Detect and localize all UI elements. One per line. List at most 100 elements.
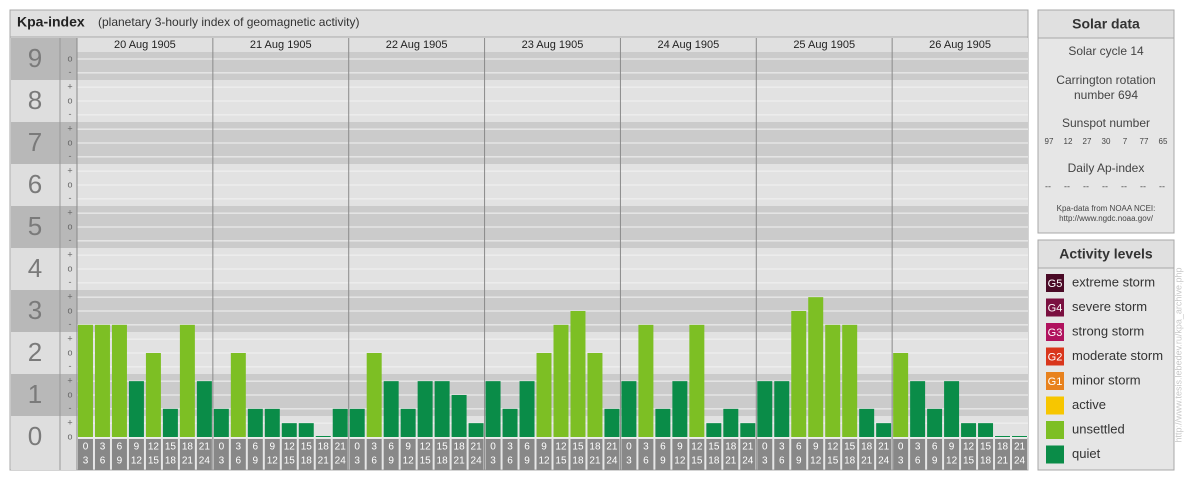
bar bbox=[111, 324, 127, 437]
hour-label: 21 bbox=[742, 442, 754, 453]
hour-label: 9 bbox=[677, 442, 683, 453]
legend-label: active bbox=[1072, 397, 1106, 412]
hour-label: 21 bbox=[1014, 442, 1026, 453]
hour-box bbox=[230, 439, 246, 470]
legend-label: moderate storm bbox=[1072, 348, 1163, 363]
hour-label: 9 bbox=[388, 456, 394, 467]
date-label: 20 Aug 1905 bbox=[114, 39, 176, 51]
hour-box bbox=[247, 439, 263, 470]
hour-label: 15 bbox=[572, 442, 584, 453]
hour-box bbox=[162, 439, 178, 470]
bar bbox=[400, 408, 416, 437]
hour-label: 18 bbox=[708, 456, 720, 467]
bar bbox=[740, 423, 756, 437]
hour-label: 15 bbox=[301, 442, 313, 453]
hour-label: 18 bbox=[725, 442, 737, 453]
date-header bbox=[892, 38, 1028, 52]
bar bbox=[417, 381, 433, 437]
minor-tick-label: - bbox=[69, 235, 72, 245]
hour-label: 18 bbox=[437, 456, 449, 467]
hour-label: 18 bbox=[318, 442, 330, 453]
y-label-band bbox=[11, 38, 77, 80]
hour-label: 21 bbox=[182, 456, 194, 467]
y-label-band bbox=[11, 122, 77, 164]
minor-tick-label: o bbox=[67, 389, 72, 399]
hour-box bbox=[78, 439, 93, 470]
bar bbox=[842, 324, 858, 437]
sunspot-number: 97 bbox=[1045, 137, 1054, 146]
hour-label: 12 bbox=[420, 442, 432, 453]
hour-label: 15 bbox=[284, 456, 296, 467]
y-label-band bbox=[11, 332, 77, 374]
bar bbox=[910, 381, 926, 437]
hour-box bbox=[298, 439, 314, 470]
bar bbox=[315, 436, 331, 437]
bar bbox=[791, 311, 807, 437]
hour-label: 6 bbox=[643, 456, 649, 467]
legend-badge: G2 bbox=[1048, 351, 1063, 363]
bar bbox=[825, 324, 841, 437]
chart-title: Kpa-index bbox=[17, 14, 85, 30]
hour-label: 21 bbox=[606, 442, 618, 453]
hour-label: 0 bbox=[898, 442, 904, 453]
legend-swatch bbox=[1046, 372, 1064, 390]
minor-tick-label: + bbox=[67, 376, 72, 386]
ap-value: -- bbox=[1159, 181, 1165, 191]
minor-tick-label: - bbox=[69, 193, 72, 203]
hour-label: 0 bbox=[490, 442, 496, 453]
hour-label: 15 bbox=[691, 456, 703, 467]
date-label: 22 Aug 1905 bbox=[386, 39, 448, 51]
hour-box bbox=[723, 439, 739, 470]
hour-label: 21 bbox=[318, 456, 330, 467]
hour-label: 6 bbox=[932, 442, 938, 453]
bar bbox=[604, 408, 620, 437]
minor-tick-label: + bbox=[67, 82, 72, 92]
minor-tick-label: - bbox=[69, 319, 72, 329]
hour-label: 12 bbox=[538, 456, 550, 467]
y-label-band bbox=[11, 290, 77, 332]
y-label-band bbox=[11, 164, 77, 206]
hour-box bbox=[978, 439, 994, 470]
solar-header bbox=[1037, 9, 1175, 39]
bar bbox=[774, 381, 790, 437]
hour-box bbox=[128, 439, 144, 470]
bar bbox=[587, 353, 603, 437]
legend-swatch bbox=[1046, 445, 1064, 464]
hour-label: 18 bbox=[861, 442, 873, 453]
bar bbox=[553, 324, 569, 437]
hour-box bbox=[434, 439, 450, 470]
hour-box bbox=[910, 439, 926, 470]
hour-label: 24 bbox=[742, 456, 754, 467]
hour-label: 18 bbox=[572, 456, 584, 467]
hour-label: 12 bbox=[284, 442, 296, 453]
ap-value: -- bbox=[1140, 181, 1146, 191]
hour-label: 18 bbox=[182, 442, 194, 453]
hour-box bbox=[349, 439, 365, 470]
hour-box bbox=[383, 439, 399, 470]
bar bbox=[519, 381, 535, 437]
hour-box bbox=[281, 439, 297, 470]
date-label: 25 Aug 1905 bbox=[793, 39, 855, 51]
minor-tick-label: - bbox=[69, 277, 72, 287]
solar-title: Solar data bbox=[1072, 16, 1140, 32]
y-tick-label: 3 bbox=[28, 295, 42, 325]
legend-swatch bbox=[1046, 421, 1064, 439]
source: http://www.ngdc.noaa.gov/ bbox=[1059, 214, 1154, 223]
hour-label: 24 bbox=[471, 456, 483, 467]
hour-label: 6 bbox=[507, 456, 513, 467]
minor-tick-label: + bbox=[67, 292, 72, 302]
sunspot-number: 77 bbox=[1140, 137, 1149, 146]
minor-tick-label: + bbox=[67, 124, 72, 134]
minor-tick-label: - bbox=[69, 403, 72, 413]
watermark: http://www.tesis.lebedev.ru/kpa_archive.… bbox=[1173, 268, 1183, 443]
legend-swatch bbox=[1046, 274, 1064, 292]
date-header bbox=[212, 38, 349, 52]
hour-label: 21 bbox=[861, 456, 873, 467]
minor-tick-label: + bbox=[67, 418, 72, 428]
hour-box bbox=[400, 439, 416, 470]
hour-box bbox=[315, 439, 331, 470]
sunspot-title: Sunspot number bbox=[1062, 116, 1150, 130]
hour-label: 12 bbox=[148, 442, 160, 453]
hour-label: 9 bbox=[541, 442, 547, 453]
hour-label: 18 bbox=[997, 442, 1009, 453]
